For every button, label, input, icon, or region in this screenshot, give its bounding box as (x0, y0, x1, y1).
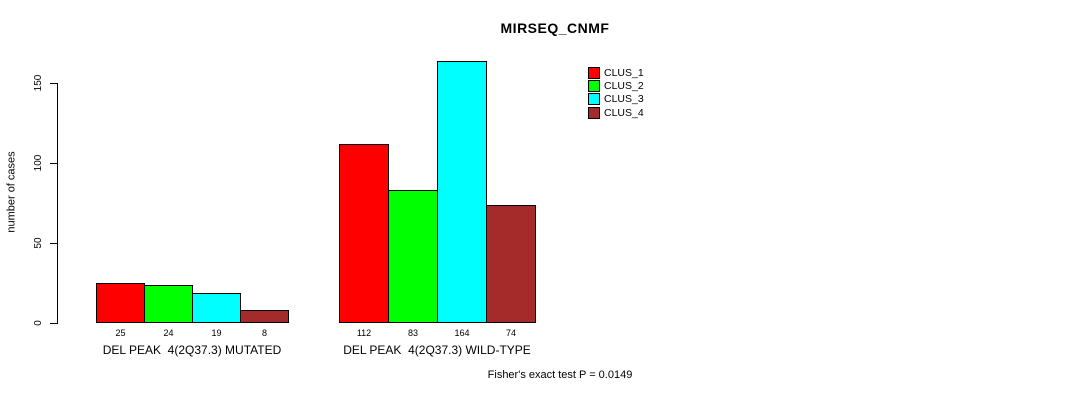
legend-item-clus_4: CLUS_4 (588, 106, 644, 119)
bar-clus_2-group1 (144, 285, 193, 323)
bar-value-label: 25 (115, 328, 126, 338)
legend-label: CLUS_3 (604, 93, 644, 106)
legend-label: CLUS_4 (604, 106, 644, 119)
y-axis-label: number of cases (5, 151, 18, 233)
bar-clus_3-group2 (437, 61, 487, 323)
group-label: DEL PEAK 4(2Q37.3) WILD-TYPE (343, 343, 531, 357)
y-tick-label: 50 (33, 237, 44, 249)
legend-swatch-clus_1 (588, 66, 600, 79)
legend-label: CLUS_1 (604, 66, 644, 79)
bar-value-label: 164 (454, 328, 470, 338)
legend-item-clus_2: CLUS_2 (588, 79, 644, 92)
bar-value-label: 83 (407, 328, 418, 338)
y-tick-label: 100 (33, 154, 44, 172)
chart-title: MIRSEQ_CNMF (500, 20, 610, 36)
y-tick-label: 0 (33, 320, 44, 326)
legend-swatch-clus_4 (588, 106, 600, 119)
bar-value-label: 74 (505, 328, 516, 338)
bar-value-label: 24 (163, 328, 174, 338)
y-tick-label: 150 (33, 74, 44, 92)
group-label: DEL PEAK 4(2Q37.3) MUTATED (102, 343, 282, 357)
y-tick (50, 323, 57, 324)
legend-item-clus_3: CLUS_3 (588, 93, 644, 106)
legend-swatch-clus_3 (588, 93, 600, 106)
y-tick (50, 243, 57, 244)
bar-value-label: 8 (261, 328, 267, 338)
bar-value-label: 112 (356, 328, 372, 338)
legend-item-clus_1: CLUS_1 (588, 66, 644, 79)
y-tick (50, 163, 57, 164)
bar-clus_4-group2 (486, 205, 536, 323)
bar-clus_1-group1 (96, 283, 145, 323)
bar-clus_1-group2 (339, 144, 389, 323)
bar-clus_4-group1 (240, 310, 289, 323)
legend-swatch-clus_2 (588, 79, 600, 92)
fisher-test-note: Fisher's exact test P = 0.0149 (487, 369, 633, 381)
bar-clus_3-group1 (192, 293, 241, 323)
y-tick (50, 83, 57, 84)
bar-value-label: 19 (211, 328, 222, 338)
y-axis-line (57, 83, 58, 324)
bar-clus_2-group2 (388, 190, 438, 323)
legend-label: CLUS_2 (604, 79, 644, 92)
